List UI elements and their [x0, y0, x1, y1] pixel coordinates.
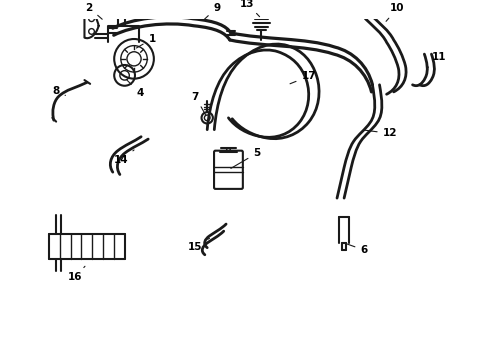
Text: 1: 1 — [136, 34, 155, 48]
Text: 6: 6 — [346, 244, 367, 255]
Text: 5: 5 — [230, 148, 260, 168]
Text: 14: 14 — [113, 150, 134, 165]
Text: 16: 16 — [68, 266, 85, 282]
Text: 4: 4 — [126, 80, 143, 98]
Text: 2: 2 — [85, 3, 102, 19]
Text: 8: 8 — [52, 86, 65, 96]
Text: 9: 9 — [204, 3, 220, 19]
Text: 17: 17 — [289, 71, 315, 84]
Text: 12: 12 — [363, 129, 396, 139]
Text: 7: 7 — [191, 91, 205, 116]
Text: 11: 11 — [426, 53, 446, 69]
Text: 3: 3 — [0, 359, 1, 360]
Text: 13: 13 — [240, 0, 259, 17]
Text: 10: 10 — [385, 3, 404, 21]
Text: 15: 15 — [188, 238, 209, 252]
